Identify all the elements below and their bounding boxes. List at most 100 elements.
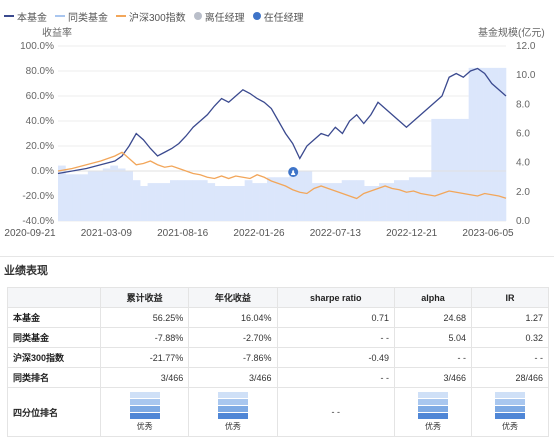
y-right-tick: 0.0 <box>516 216 530 227</box>
quartile-label: 优秀 <box>224 422 241 431</box>
table-cell: -0.49 <box>276 347 395 368</box>
quartile-cell: - - <box>276 387 395 437</box>
size-bar <box>87 171 96 221</box>
quartile-label: 优秀 <box>501 422 518 431</box>
legend-item[interactable]: 离任经理 <box>193 9 245 24</box>
size-bar <box>192 180 201 221</box>
legend-label: 离任经理 <box>204 12 245 24</box>
legend-line-icon <box>4 15 14 17</box>
size-bar <box>117 168 126 221</box>
legend-label: 沪深300指数 <box>129 12 186 24</box>
table-cell: -2.70% <box>188 327 278 348</box>
legend-line-icon <box>55 15 65 17</box>
size-bar <box>334 183 343 221</box>
y-left-tick: 40.0% <box>26 116 54 127</box>
size-bar <box>401 180 410 221</box>
size-bar <box>259 183 268 221</box>
y-left-tick: 80.0% <box>26 66 54 77</box>
y-right-tick: 4.0 <box>516 158 530 169</box>
quartile-indicator: 优秀 <box>494 392 525 432</box>
series-line <box>57 67 507 175</box>
legend-dot-icon <box>252 12 261 20</box>
table-row: 沪深300指数 -21.77% -7.86% -0.49- -- - <box>7 347 550 368</box>
table-cell: 56.25% <box>99 307 190 328</box>
table-cell: 16.04% <box>188 307 278 328</box>
table-cell: 28/466 <box>470 367 550 388</box>
y-left-tick: -20.0% <box>22 191 54 202</box>
size-bar <box>296 171 305 221</box>
legend-label: 同类基金 <box>68 12 108 24</box>
quartile-indicator: 优秀 <box>417 392 448 432</box>
table-row: 本基金 56.25% 16.04% 0.71 24.68 1.27 <box>7 307 550 328</box>
size-bar <box>319 183 328 221</box>
size-bar <box>147 183 156 221</box>
table-body: 本基金 56.25% 16.04% 0.71 24.68 1.27 同类基金 -7.88% -2… <box>7 307 550 437</box>
row-name: 沪深300指数 <box>7 347 101 368</box>
legend-item[interactable]: 本基金 <box>4 9 47 24</box>
table-cell: 3/466 <box>188 367 278 388</box>
size-bar <box>326 183 335 221</box>
table-header: IR <box>470 287 550 308</box>
size-bar <box>177 180 186 221</box>
size-bar <box>483 67 492 221</box>
quartile-cell: 优秀 <box>393 387 472 437</box>
size-bar <box>125 171 133 221</box>
x-tick: 2022-01-26 <box>233 228 285 239</box>
size-bar <box>72 174 81 221</box>
size-bar <box>498 67 507 221</box>
manager-marker-icon <box>288 167 299 177</box>
size-bar <box>356 180 365 221</box>
size-bar <box>252 183 260 221</box>
legend-item[interactable]: 在任经理 <box>252 9 304 24</box>
size-bar <box>267 177 275 221</box>
size-bar <box>155 183 163 221</box>
y-left-tick: -40.0% <box>22 216 54 227</box>
table-cell: -7.86% <box>188 347 278 368</box>
size-bar <box>349 180 357 221</box>
y-right-tick: 12.0 <box>516 41 536 52</box>
size-bar <box>207 183 216 221</box>
row-name: 同类基金 <box>7 327 101 348</box>
legend-dot-icon <box>193 12 202 20</box>
quartile-indicator: 优秀 <box>129 392 160 432</box>
size-bar <box>386 183 395 221</box>
row-name: 本基金 <box>7 307 101 328</box>
size-bar <box>468 67 477 221</box>
size-bar <box>379 183 387 221</box>
y-right-tick: 2.0 <box>516 187 530 198</box>
legend: 本基金 同类基金 沪深300指数 离任经理 在任经理 <box>4 9 304 24</box>
size-bar <box>214 186 223 221</box>
table-header-row: 累计收益 年化收益 sharpe ratio alpha IR <box>7 287 550 308</box>
table-cell: - - <box>470 347 550 368</box>
legend-line-icon <box>116 15 126 17</box>
legend-item[interactable]: 同类基金 <box>55 9 108 24</box>
quartile-bars-icon <box>217 392 248 419</box>
size-bar <box>364 186 372 221</box>
y-left-title: 收益率 <box>42 26 72 39</box>
performance-table: 累计收益 年化收益 sharpe ratio alpha IR 本基金 56.25% 16.… <box>7 287 550 437</box>
size-bar <box>132 180 141 221</box>
size-bar <box>170 180 178 221</box>
table-cell: 1.27 <box>470 307 550 328</box>
legend-item[interactable]: 沪深300指数 <box>116 9 186 24</box>
table-cell: 3/466 <box>99 367 190 388</box>
table-header: sharpe ratio <box>276 287 395 308</box>
y-left-tick: 100.0% <box>20 41 54 52</box>
table-cell: - - <box>276 367 395 388</box>
row-name: 四分位排名 <box>7 387 101 437</box>
x-tick: 2023-06-05 <box>462 228 514 239</box>
size-bar <box>416 177 425 221</box>
size-bar <box>222 186 231 221</box>
size-bar <box>95 171 104 221</box>
size-bar <box>102 168 111 221</box>
table-header: 累计收益 <box>99 287 190 308</box>
y-left-tick: 0.0% <box>31 166 54 177</box>
size-bar <box>282 177 290 221</box>
table-cell: -7.88% <box>99 327 190 348</box>
size-bar <box>431 118 440 221</box>
table-row: 同类排名 3/466 3/466- -3/466 28/466 <box>7 367 550 388</box>
size-bar <box>162 183 171 221</box>
y-right-title: 基金规模(亿元) <box>478 26 545 39</box>
section-title: 业绩表现 <box>4 265 48 277</box>
quartile-row: 四分位排名 优秀 优秀 - - 优秀 优秀 <box>7 387 550 437</box>
